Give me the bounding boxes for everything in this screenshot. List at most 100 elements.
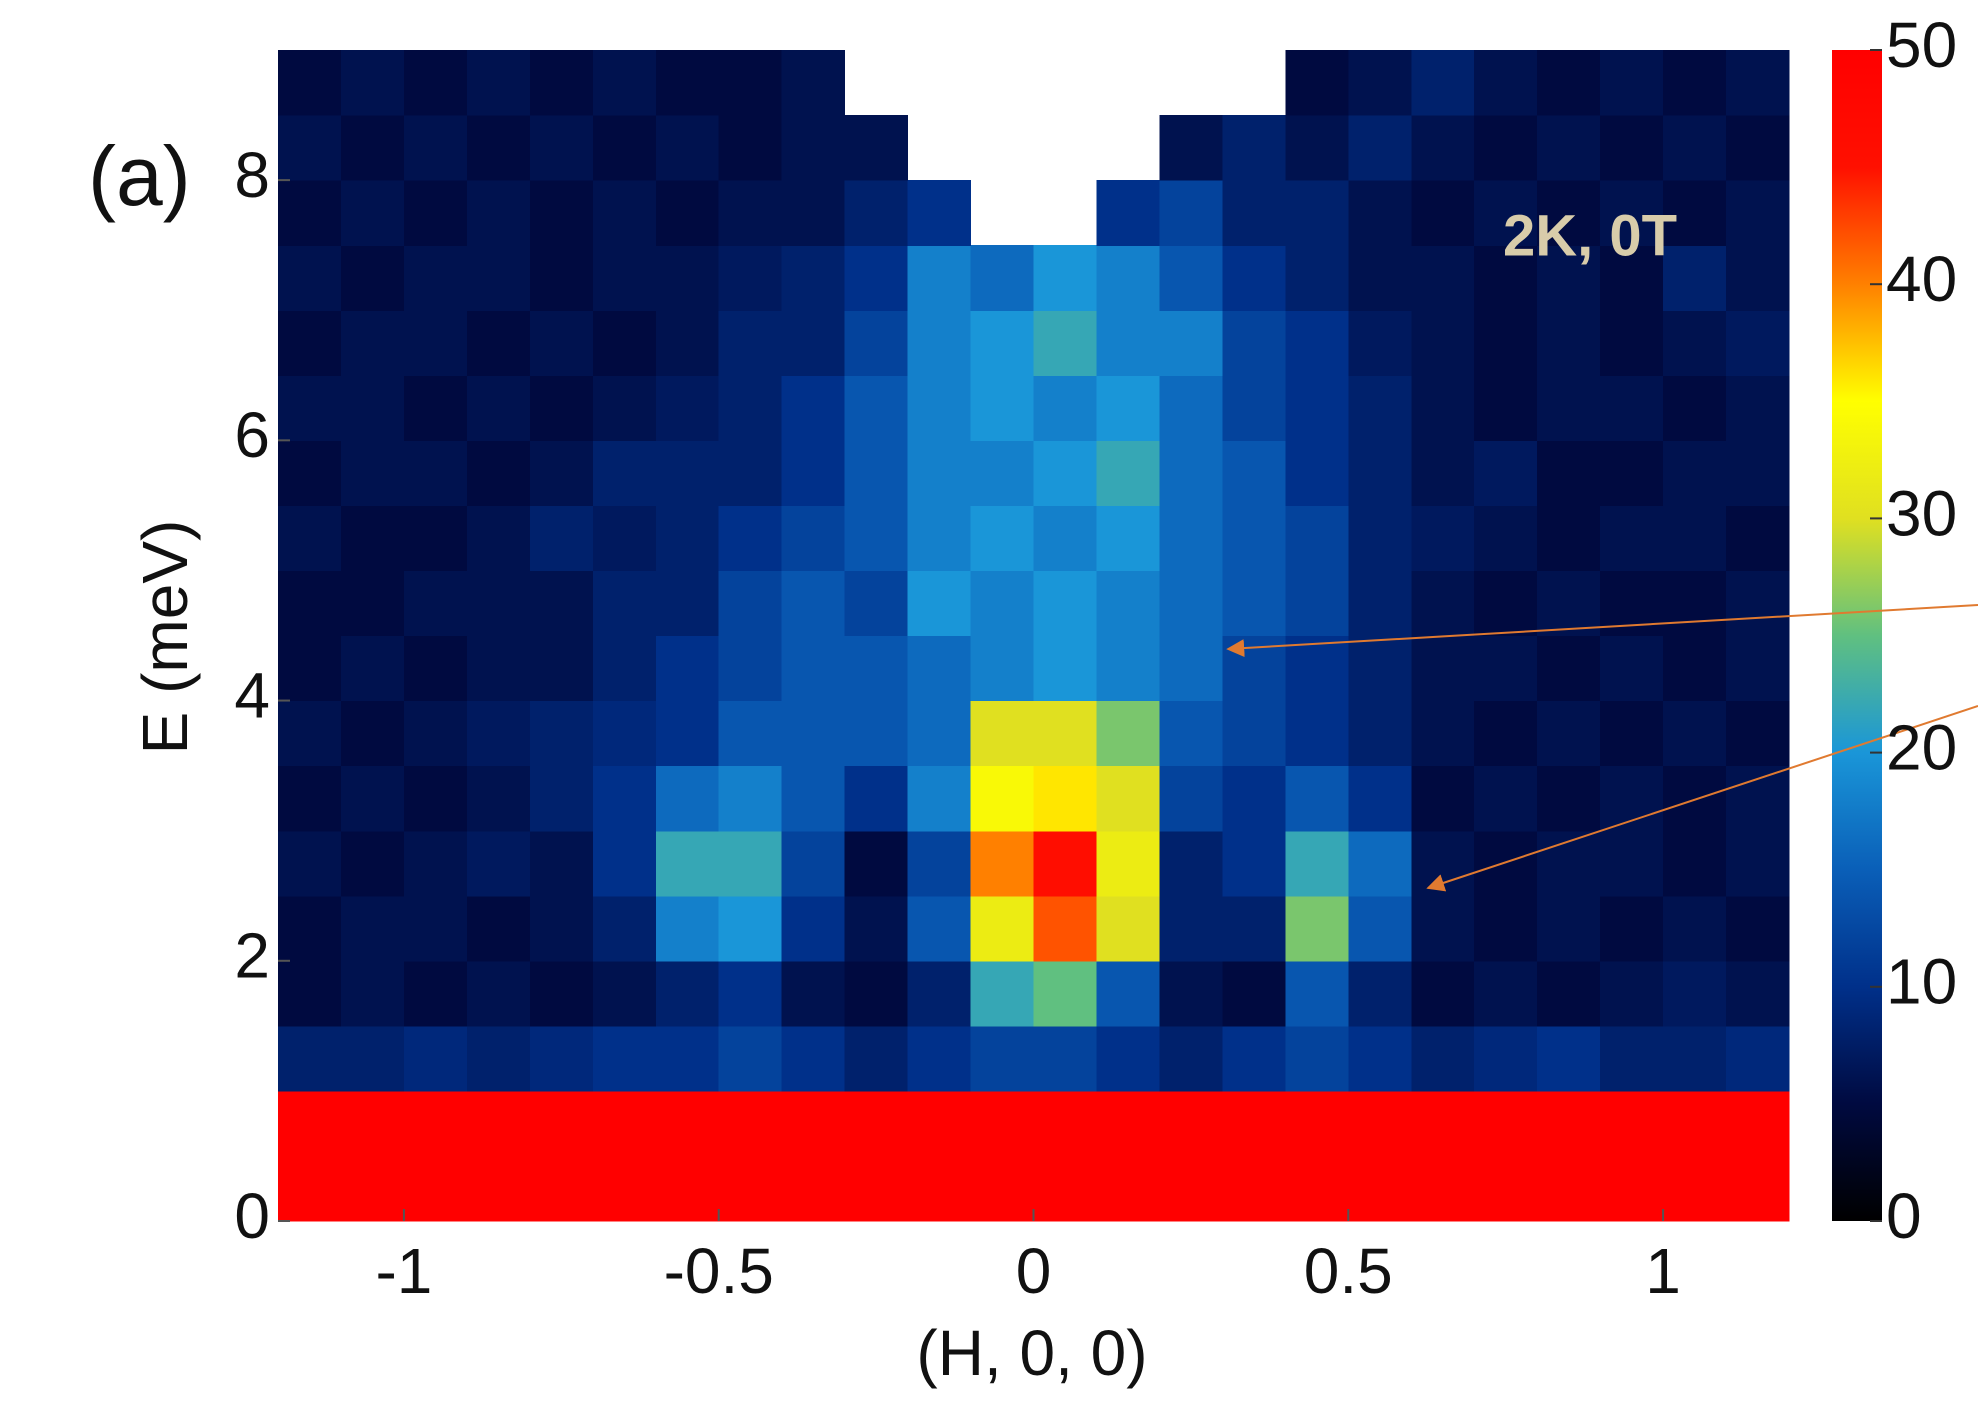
heatmap-cell [1411, 180, 1475, 246]
heatmap-cell [718, 245, 783, 311]
heatmap-cell [1411, 245, 1475, 311]
heatmap-cell [1096, 1025, 1161, 1092]
heatmap-cell [1159, 375, 1223, 441]
heatmap-cell [1222, 570, 1286, 637]
heatmap-cell [1285, 50, 1349, 116]
y-tick-label: 8 [234, 139, 270, 211]
heatmap-cell [844, 505, 909, 572]
heatmap-cell [1285, 310, 1349, 376]
heatmap-cell [466, 1090, 531, 1157]
heatmap-cell [1411, 505, 1475, 572]
heatmap-cell [1474, 1025, 1538, 1092]
heatmap-cell [1285, 700, 1349, 767]
heatmap-cell [592, 830, 657, 897]
heatmap-cell [781, 570, 846, 637]
heatmap-cell [340, 1025, 405, 1092]
heatmap-cell [1033, 700, 1098, 767]
heatmap-cell [655, 115, 720, 181]
heatmap-cell [1222, 700, 1286, 767]
heatmap-cell [1474, 310, 1538, 376]
heatmap-cell [340, 570, 405, 637]
heatmap-cell [1411, 765, 1475, 832]
heatmap-cell [1600, 245, 1664, 311]
heatmap-cell [907, 1090, 972, 1157]
heatmap-cell [466, 1025, 531, 1092]
heatmap-cell [403, 310, 468, 376]
heatmap-cell [1159, 765, 1223, 832]
heatmap-cell [1033, 440, 1098, 506]
heatmap-cell [844, 635, 909, 702]
heatmap-cell [1159, 440, 1223, 506]
heatmap-cell [970, 1155, 1035, 1222]
heatmap-cell [907, 700, 972, 767]
heatmap-cell [655, 505, 720, 572]
heatmap-cell [278, 895, 342, 962]
heatmap-cell [1159, 180, 1223, 246]
heatmap-cell [1474, 895, 1538, 962]
heatmap-cell [907, 765, 972, 832]
heatmap-cell [1159, 700, 1223, 767]
heatmap-cell [1285, 960, 1349, 1027]
x-axis-label: (H, 0, 0) [916, 1317, 1147, 1389]
heatmap-cell [466, 50, 531, 116]
heatmap-cell [592, 245, 657, 311]
heatmap-cell [1159, 570, 1223, 637]
heatmap-cell [1348, 310, 1412, 376]
heatmap-cell [907, 440, 972, 506]
heatmap-cell [655, 635, 720, 702]
heatmap-cell [1348, 1025, 1412, 1092]
heatmap-cell [781, 700, 846, 767]
heatmap-cell [1285, 115, 1349, 181]
heatmap-cell [1411, 700, 1475, 767]
heatmap-cell [1663, 180, 1727, 246]
heatmap-cell [781, 440, 846, 506]
heatmap-cell [781, 375, 846, 441]
heatmap-cell [781, 310, 846, 376]
heatmap-cell [907, 830, 972, 897]
heatmap-cell [1600, 1090, 1664, 1157]
heatmap-cell [1663, 505, 1727, 572]
heatmap-cell [970, 635, 1035, 702]
heatmap-cell [655, 765, 720, 832]
y-tick-label: 2 [234, 920, 270, 992]
heatmap-cell [907, 180, 972, 246]
colorbar [1832, 50, 1882, 1221]
heatmap-cell [1096, 570, 1161, 637]
heatmap-cell [1096, 245, 1161, 311]
heatmap-cell [907, 1025, 972, 1092]
heatmap-cell [1726, 830, 1790, 897]
heatmap-cell [340, 310, 405, 376]
heatmap-cell [529, 830, 594, 897]
heatmap-cell [1348, 765, 1412, 832]
heatmap-cell [1411, 1025, 1475, 1092]
heatmap-cell [1033, 1155, 1098, 1222]
heatmap-cell [1222, 310, 1286, 376]
heatmap-cell [1348, 700, 1412, 767]
heatmap-cell [718, 440, 783, 506]
heatmap-cell [466, 180, 531, 246]
heatmap-cell [907, 960, 972, 1027]
heatmap-cell [1726, 505, 1790, 572]
heatmap-cell [718, 570, 783, 637]
heatmap-cell [1600, 50, 1664, 116]
heatmap-cell [529, 570, 594, 637]
heatmap-cell [529, 1155, 594, 1222]
heatmap-cell [403, 50, 468, 116]
heatmap-cell [592, 895, 657, 962]
heatmap-cell [466, 700, 531, 767]
heatmap-cell [1726, 700, 1790, 767]
heatmap-cell [655, 1090, 720, 1157]
heatmap-cell [1726, 570, 1790, 637]
heatmap-cell [1537, 895, 1601, 962]
heatmap-cell [1159, 895, 1223, 962]
heatmap-cell [1474, 570, 1538, 637]
heatmap-cell [403, 1090, 468, 1157]
heatmap-cell [278, 1155, 342, 1222]
heatmap-cell [1033, 375, 1098, 441]
annotation: 2K, 0T [1503, 203, 1677, 268]
heatmap-cell [278, 375, 342, 441]
heatmap-cell [1159, 245, 1223, 311]
heatmap-cell [466, 1155, 531, 1222]
heatmap-cell [340, 180, 405, 246]
heatmap-cell [592, 1090, 657, 1157]
